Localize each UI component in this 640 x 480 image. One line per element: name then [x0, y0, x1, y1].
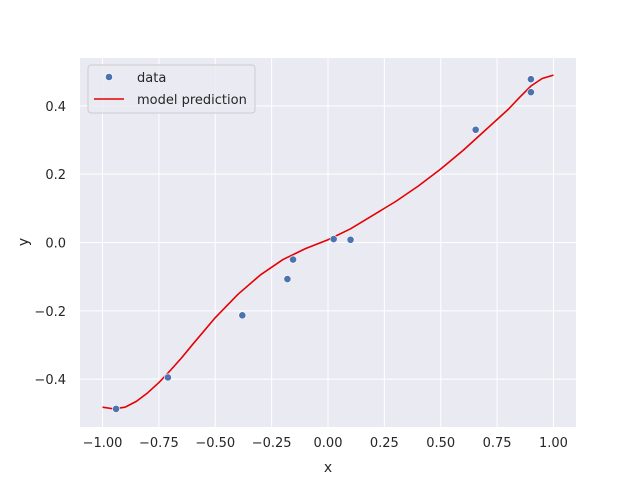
x-tick-label: 0.75 [483, 436, 512, 451]
x-tick-label: 0.25 [370, 436, 399, 451]
y-tick-label: −0.2 [34, 305, 66, 320]
x-tick-label: −1.00 [83, 436, 123, 451]
data-point [527, 88, 535, 97]
y-axis-label: y [16, 238, 32, 246]
data-point [112, 404, 120, 413]
x-tick-label: 0.50 [426, 436, 455, 451]
x-tick-label: 0.00 [314, 436, 343, 451]
y-tick-label: −0.4 [34, 373, 66, 388]
x-tick-labels: −1.00 −0.75 −0.50 −0.25 0.00 0.25 0.50 0.75 1.00 [83, 436, 568, 451]
data-point [238, 311, 247, 320]
legend-marker-data [105, 73, 113, 81]
legend-box [87, 64, 256, 114]
data-point [289, 255, 297, 264]
data-point [471, 125, 480, 134]
x-tick-label: −0.25 [252, 436, 292, 451]
legend-label-data: data [137, 71, 166, 86]
data-point [527, 75, 535, 84]
data-point [346, 235, 355, 244]
data-point [164, 373, 172, 382]
y-tick-label: 0.4 [45, 100, 66, 115]
data-point [283, 275, 292, 283]
x-tick-label: 1.00 [539, 436, 568, 451]
x-tick-label: −0.75 [139, 436, 179, 451]
x-tick-label: −0.50 [195, 436, 235, 451]
line-series-layer [102, 74, 554, 410]
model-prediction-line [102, 74, 554, 410]
legend-label-model-prediction: model prediction [137, 93, 247, 108]
y-tick-label: 0.0 [45, 237, 66, 252]
y-tick-labels: −0.4 −0.2 0.0 0.2 0.4 [34, 100, 66, 388]
data-point [329, 235, 338, 243]
scatter-series-layer [112, 75, 535, 413]
y-tick-label: 0.2 [45, 168, 66, 183]
x-axis-label: x [324, 460, 332, 476]
legend: data model prediction [87, 64, 256, 114]
